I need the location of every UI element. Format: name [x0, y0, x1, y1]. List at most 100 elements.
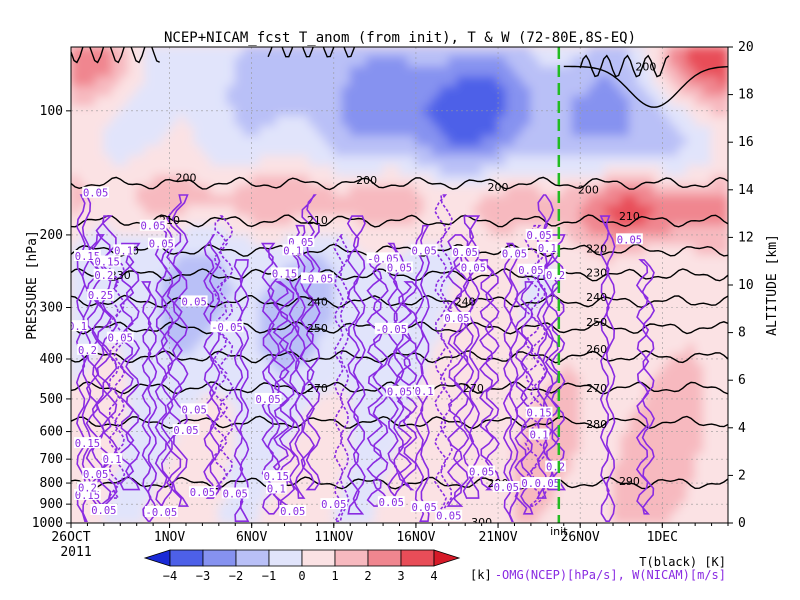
anomaly-cell: [390, 145, 400, 157]
anomaly-cell: [210, 47, 220, 58]
anomaly-cell: [251, 165, 261, 177]
anomaly-cell: [571, 334, 581, 345]
anomaly-cell: [201, 383, 212, 395]
anomaly-cell: [275, 106, 286, 117]
anomaly-cell: [563, 145, 573, 157]
anomaly-cell: [308, 393, 318, 405]
anomaly-cell: [456, 234, 466, 246]
anomaly-cell: [308, 135, 318, 147]
anomaly-cell: [431, 413, 442, 425]
isotherm-label: 240: [586, 291, 607, 304]
anomaly-cell: [103, 125, 113, 137]
omega-label: 0.1: [114, 245, 133, 257]
x-tick-label: 26OCT: [51, 530, 90, 545]
anomaly-cell: [678, 86, 688, 98]
anomaly-cell: [399, 155, 409, 167]
anomaly-cell: [719, 324, 728, 336]
anomaly-cell: [177, 234, 187, 246]
anomaly-cell: [678, 324, 688, 336]
anomaly-cell: [407, 106, 417, 117]
anomaly-cell: [127, 482, 138, 494]
anomaly-cell: [357, 215, 368, 226]
anomaly-cell: [513, 413, 524, 425]
anomaly-cell: [357, 205, 368, 217]
anomaly-cell: [571, 244, 581, 256]
anomaly-cell: [251, 86, 261, 98]
anomaly-cell: [711, 353, 721, 365]
anomaly-cell: [637, 443, 647, 455]
anomaly-cell: [292, 344, 302, 355]
anomaly-cell: [415, 145, 425, 157]
anomaly-cell: [316, 215, 327, 226]
anomaly-cell: [316, 185, 327, 197]
anomaly-cell: [546, 86, 557, 98]
anomaly-cell: [670, 125, 680, 137]
anomaly-cell: [242, 463, 253, 474]
anomaly-cell: [144, 76, 154, 88]
anomaly-cell: [210, 66, 220, 78]
anomaly-cell: [719, 433, 728, 445]
anomaly-cell: [431, 403, 442, 415]
anomaly-cell: [670, 145, 680, 157]
anomaly-cell: [341, 433, 351, 445]
anomaly-cell: [538, 314, 548, 326]
anomaly-cell: [399, 443, 409, 455]
anomaly-cell: [374, 433, 384, 445]
anomaly-cell: [612, 383, 622, 395]
anomaly-cell: [628, 324, 639, 336]
anomaly-cell: [390, 502, 400, 514]
anomaly-cell: [193, 195, 203, 207]
anomaly-cell: [152, 165, 162, 177]
anomaly-cell: [653, 304, 663, 316]
anomaly-cell: [497, 403, 507, 415]
anomaly-cell: [349, 274, 359, 286]
anomaly-cell: [284, 492, 294, 504]
anomaly-cell: [489, 413, 499, 425]
anomaly-cell: [136, 512, 146, 523]
isotherm-line: [579, 54, 670, 78]
anomaly-cell: [201, 373, 212, 385]
anomaly-cell: [234, 175, 244, 187]
anomaly-cell: [530, 413, 540, 425]
anomaly-cell: [694, 314, 704, 326]
anomaly-cell: [399, 433, 409, 445]
anomaly-cell: [661, 66, 672, 78]
anomaly-cell: [448, 304, 458, 316]
anomaly-cell: [587, 353, 598, 365]
anomaly-cell: [185, 353, 195, 365]
anomaly-cell: [538, 234, 548, 246]
anomaly-cell: [218, 304, 228, 316]
anomaly-cell: [620, 502, 630, 514]
anomaly-cell: [218, 47, 228, 58]
anomaly-cell: [374, 284, 384, 296]
anomaly-cell: [267, 165, 277, 177]
anomaly-cell: [505, 403, 515, 415]
anomaly-cell: [127, 135, 138, 147]
anomaly-cell: [645, 363, 655, 375]
omega-label-bg: [221, 487, 249, 499]
anomaly-cell: [218, 205, 228, 217]
anomaly-cell: [472, 383, 483, 395]
anomaly-cell: [423, 125, 433, 137]
anomaly-cell: [382, 453, 392, 464]
anomaly-cell: [481, 482, 491, 494]
anomaly-cell: [357, 463, 368, 474]
anomaly-cell: [136, 66, 146, 78]
anomaly-cell: [316, 175, 327, 187]
anomaly-cell: [284, 47, 294, 58]
anomaly-cell: [686, 155, 696, 167]
anomaly-cell: [530, 304, 540, 316]
anomaly-cell: [284, 413, 294, 425]
anomaly-cell: [218, 135, 228, 147]
anomaly-cell: [284, 433, 294, 445]
anomaly-cell: [185, 492, 195, 504]
anomaly-cell: [711, 304, 721, 316]
anomaly-cell: [497, 195, 507, 207]
anomaly-cell: [489, 433, 499, 445]
anomaly-cell: [579, 145, 589, 157]
anomaly-cell: [169, 294, 179, 306]
anomaly-cell: [670, 373, 680, 385]
colorbar-swatch: [169, 549, 204, 567]
anomaly-cell: [152, 47, 162, 58]
anomaly-cell: [522, 423, 532, 435]
